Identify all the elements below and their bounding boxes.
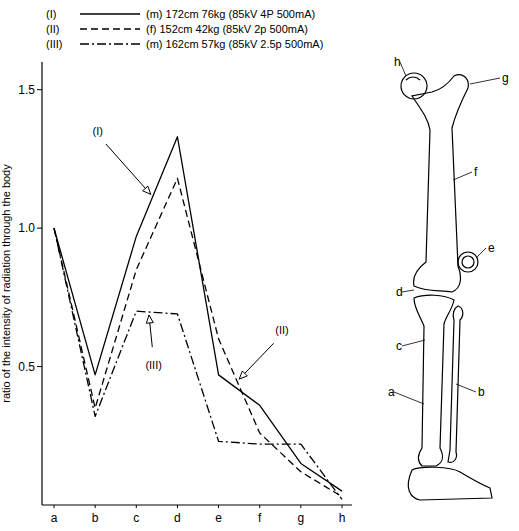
diagram-leader (456, 384, 476, 392)
legend-name: (III) (46, 38, 63, 50)
legend: (I) (m) 172cm 76kg (85kV 4P 500mA) (II) (f)… (46, 8, 323, 50)
diagram-leader (400, 62, 406, 76)
diagram-label: e (488, 241, 495, 255)
diagram-label: d (396, 285, 403, 299)
x-tick-label: e (215, 511, 222, 525)
x-tick-label: c (133, 511, 139, 525)
x-tick (259, 505, 260, 508)
series-line (54, 178, 342, 496)
y-tick-label: 0.5 (18, 360, 35, 374)
x-tick (136, 505, 137, 508)
diagram-leader (470, 78, 500, 84)
legend-text: (m) 172cm 76kg (85kV 4P 500mA) (146, 8, 315, 20)
y-tick-label: 1.5 (18, 83, 35, 97)
patella-inner (462, 256, 474, 268)
annotation-arrow (106, 144, 151, 194)
annotation-arrowhead (143, 186, 151, 194)
chart: 0.5 1.0 1.5 ratio of the intensity of radia… (0, 0, 519, 531)
annotation: (II) (275, 324, 288, 336)
diagram-leader (402, 340, 425, 346)
diagram-leader (402, 290, 414, 292)
x-tick-label: g (298, 511, 305, 525)
legend-text: (m) 162cm 57kg (85kV 2.5p 500mA) (146, 38, 323, 50)
y-axis (41, 62, 42, 505)
legend-swatch (80, 28, 140, 29)
x-tick-label: f (258, 511, 262, 525)
femoral-head (401, 73, 427, 99)
legend-swatch (80, 13, 140, 14)
x-tick-label: h (339, 511, 346, 525)
x-tick-label: d (174, 511, 181, 525)
foot (408, 467, 492, 500)
y-tick (37, 366, 42, 367)
y-tick (37, 228, 42, 229)
x-tick (177, 505, 178, 508)
diagram-label: g (502, 71, 509, 85)
diagram-label: f (474, 165, 478, 179)
head-mark (406, 77, 420, 80)
diagram-label: a (388, 385, 395, 399)
y-axis-title: ratio of the intensity of radiation thro… (0, 164, 12, 403)
annotation: (I) (93, 125, 103, 137)
annotation-arrow (239, 343, 273, 379)
x-tick (300, 505, 301, 508)
diagram-label: c (396, 339, 402, 353)
legend-name: (II) (46, 23, 59, 35)
y-tick-label: 1.0 (18, 221, 35, 235)
leg-diagram (401, 73, 492, 500)
x-tick (218, 505, 219, 508)
tibia (414, 295, 454, 466)
annotation-arrowhead (239, 371, 247, 379)
patella (458, 252, 478, 272)
legend-text: (f) 152cm 42kg (85kV 2p 500mA) (146, 23, 308, 35)
fibula (448, 306, 463, 462)
diagram-label: b (478, 385, 485, 399)
femur (412, 75, 468, 292)
legend-swatch (80, 43, 140, 44)
diagram-leader (453, 172, 472, 180)
x-axis (42, 504, 352, 505)
annotation: (III) (145, 359, 162, 371)
x-tick-label: b (92, 511, 99, 525)
series-line (54, 137, 342, 491)
annotation-arrowhead (146, 315, 153, 323)
diagram-leader (476, 248, 486, 258)
y-tick (37, 89, 42, 90)
x-tick (95, 505, 96, 508)
x-tick (342, 505, 343, 508)
diagram-label: h (394, 55, 401, 69)
x-tick (54, 505, 55, 508)
x-tick-label: a (51, 511, 58, 525)
plot-lines (54, 137, 342, 500)
diagram-leader (394, 392, 424, 404)
series-line (54, 228, 342, 499)
legend-name: (I) (46, 8, 56, 20)
